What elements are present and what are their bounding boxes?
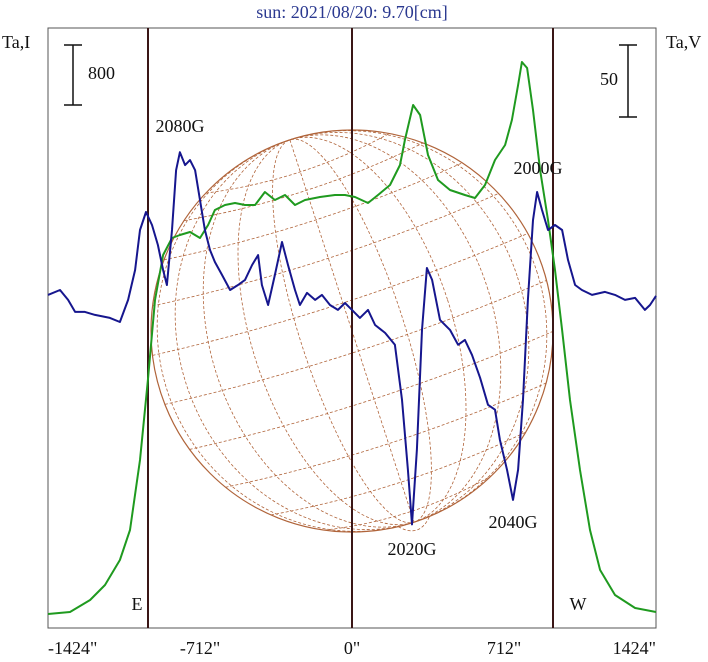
- x-tick-label: 712": [487, 638, 521, 658]
- parallel: [183, 142, 424, 222]
- annotation: W: [570, 594, 587, 614]
- y-axis-label: Ta,I: [2, 32, 30, 52]
- x-tick-label: 0": [344, 638, 360, 658]
- scale-bar-label: 50: [600, 69, 618, 89]
- disk-grid: [152, 130, 554, 532]
- parallel: [164, 280, 547, 405]
- x-tick-label: -712": [180, 638, 220, 658]
- parallel: [152, 193, 499, 307]
- parallel: [324, 475, 492, 531]
- meridian: [237, 136, 467, 526]
- annotation: 2000G: [514, 158, 563, 178]
- annotation: 2040G: [489, 512, 538, 532]
- annotation: 2020G: [388, 539, 437, 559]
- parallel: [152, 233, 528, 356]
- scale-bar-label: 800: [88, 63, 115, 83]
- parallel: [163, 162, 463, 261]
- y2-axis-label: Ta,V: [666, 32, 701, 52]
- annotation: E: [132, 594, 143, 614]
- series-line: [47, 151, 657, 526]
- meridian: [174, 132, 530, 530]
- parallel: [189, 331, 554, 450]
- x-tick-label: 1424": [613, 638, 656, 658]
- chart-title: sun: 2021/08/20: 9.70[cm]: [256, 2, 448, 22]
- parallel: [205, 133, 390, 194]
- annotation: 2080G: [156, 116, 205, 136]
- x-tick-label: -1424": [48, 638, 97, 658]
